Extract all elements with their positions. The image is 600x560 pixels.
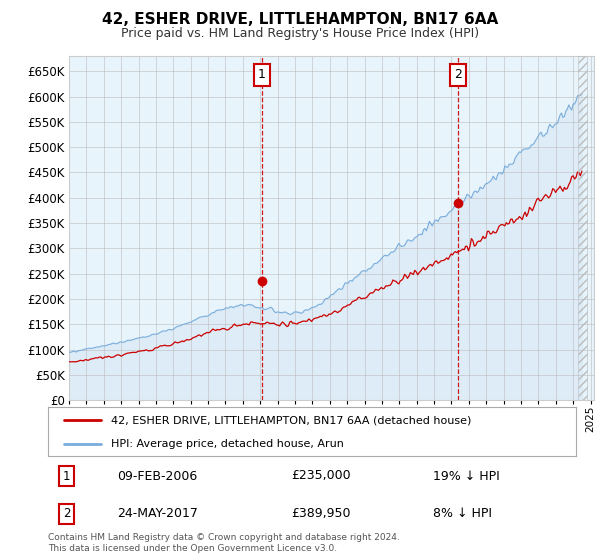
- Text: 2: 2: [454, 68, 462, 81]
- Text: 42, ESHER DRIVE, LITTLEHAMPTON, BN17 6AA: 42, ESHER DRIVE, LITTLEHAMPTON, BN17 6AA: [102, 12, 498, 27]
- Text: £389,950: £389,950: [291, 507, 350, 520]
- Text: HPI: Average price, detached house, Arun: HPI: Average price, detached house, Arun: [112, 439, 344, 449]
- Text: Price paid vs. HM Land Registry's House Price Index (HPI): Price paid vs. HM Land Registry's House …: [121, 27, 479, 40]
- Text: Contains HM Land Registry data © Crown copyright and database right 2024.
This d: Contains HM Land Registry data © Crown c…: [48, 533, 400, 553]
- Text: 24-MAY-2017: 24-MAY-2017: [116, 507, 197, 520]
- Text: 1: 1: [63, 469, 70, 483]
- Text: 19% ↓ HPI: 19% ↓ HPI: [433, 469, 500, 483]
- Text: 2: 2: [63, 507, 70, 520]
- Text: 09-FEB-2006: 09-FEB-2006: [116, 469, 197, 483]
- Text: 1: 1: [258, 68, 266, 81]
- Text: 42, ESHER DRIVE, LITTLEHAMPTON, BN17 6AA (detached house): 42, ESHER DRIVE, LITTLEHAMPTON, BN17 6AA…: [112, 416, 472, 426]
- Text: £235,000: £235,000: [291, 469, 350, 483]
- Text: 8% ↓ HPI: 8% ↓ HPI: [433, 507, 493, 520]
